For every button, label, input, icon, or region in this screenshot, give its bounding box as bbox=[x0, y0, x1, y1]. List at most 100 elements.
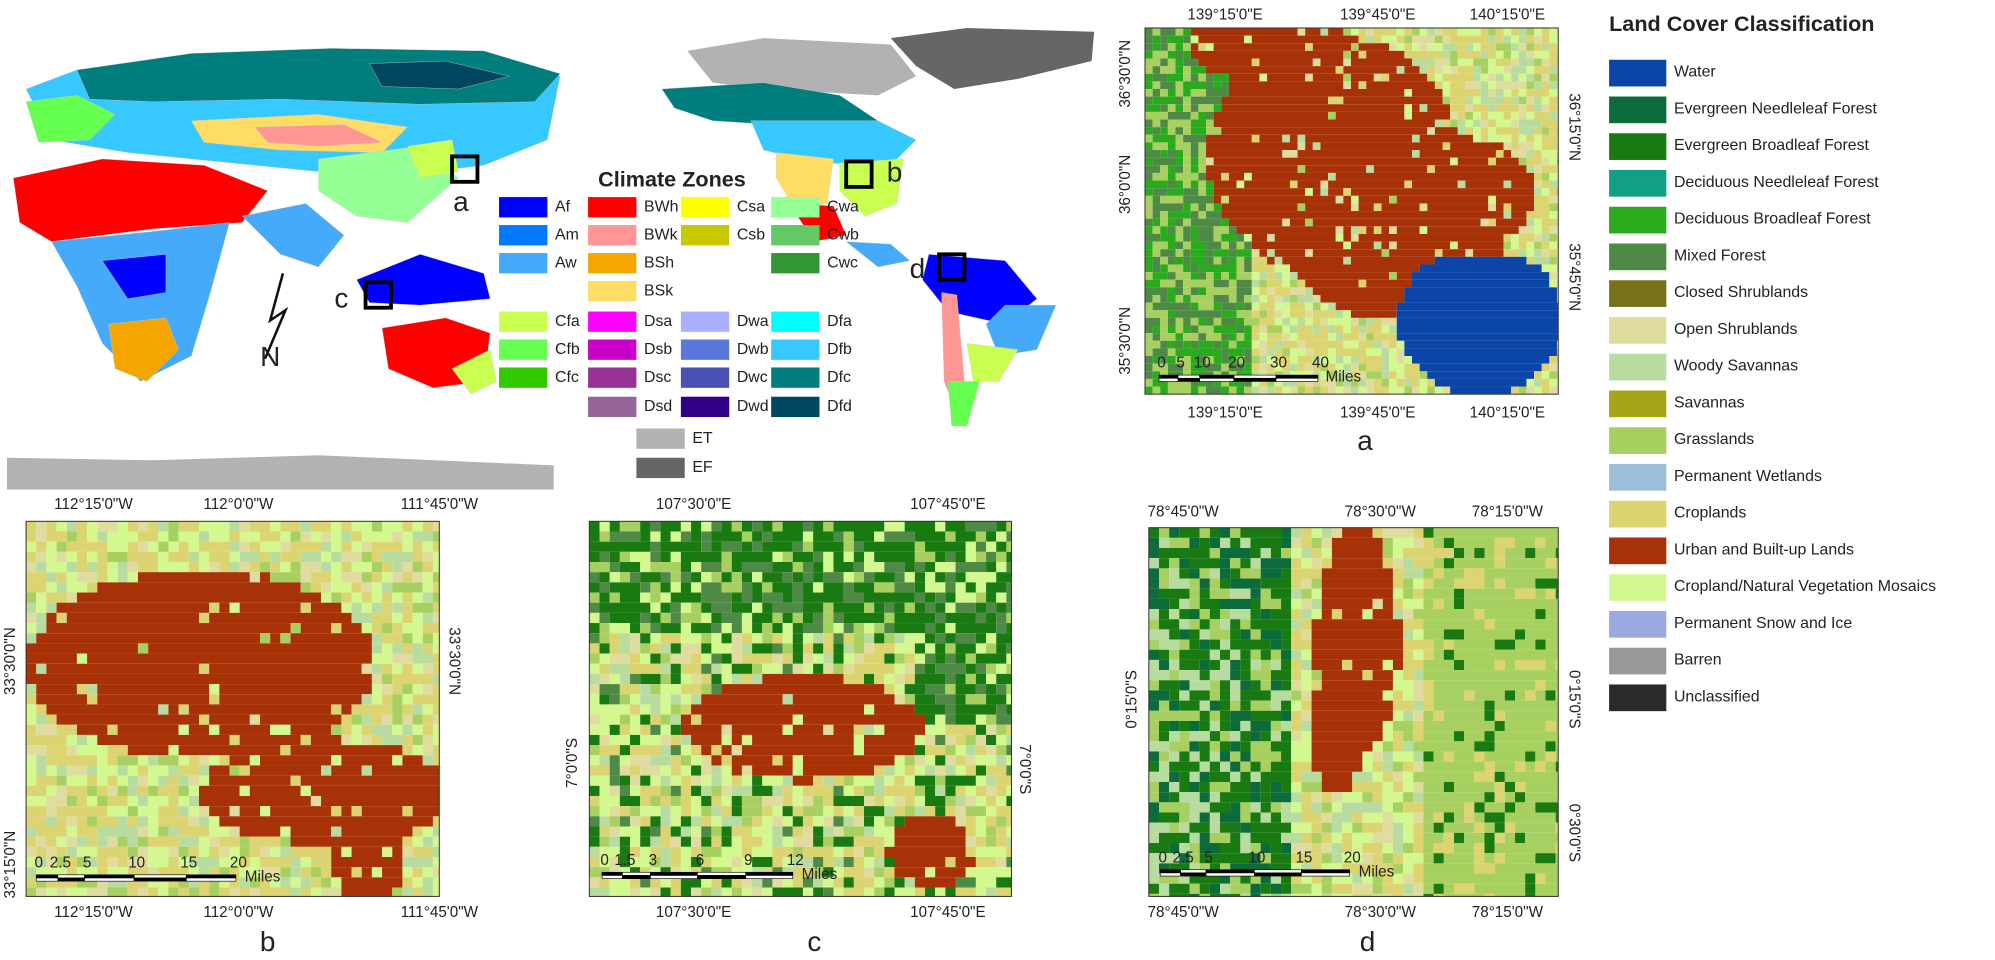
land-cell bbox=[402, 643, 413, 654]
land-cell bbox=[1545, 639, 1559, 650]
land-cell bbox=[219, 684, 372, 695]
scale-label: 5 bbox=[83, 854, 91, 871]
land-cell bbox=[1270, 873, 1282, 884]
land-cell bbox=[392, 582, 423, 593]
land-cell bbox=[731, 785, 753, 796]
land-cell bbox=[432, 684, 440, 695]
scale-label: 15 bbox=[1295, 849, 1312, 866]
land-cell bbox=[843, 653, 854, 664]
land-cell bbox=[229, 867, 240, 878]
land-cell bbox=[894, 775, 905, 786]
land-cell bbox=[1259, 134, 1283, 143]
land-cell bbox=[1511, 119, 1519, 128]
land-cell bbox=[1343, 233, 1351, 242]
land-cell bbox=[975, 795, 987, 807]
land-cell bbox=[1488, 127, 1496, 135]
land-cell bbox=[1474, 771, 1495, 782]
land-cell bbox=[1362, 812, 1383, 823]
land-cell bbox=[1301, 792, 1312, 803]
land-cell bbox=[56, 836, 67, 847]
legend-label: Aw bbox=[555, 254, 577, 271]
land-cell bbox=[1250, 731, 1261, 742]
land-cell bbox=[1006, 826, 1012, 837]
land-cell bbox=[955, 785, 966, 796]
land-cell bbox=[863, 541, 915, 552]
scale-label: 6 bbox=[696, 852, 704, 869]
land-cell bbox=[741, 775, 753, 786]
land-cell bbox=[640, 643, 651, 654]
land-cell bbox=[1189, 690, 1210, 701]
land-cell bbox=[1167, 111, 1191, 120]
land-cell bbox=[589, 673, 600, 685]
land-cell bbox=[1179, 792, 1200, 803]
land-cell bbox=[1213, 81, 1222, 90]
land-cell bbox=[1291, 751, 1312, 762]
land-cell bbox=[1220, 792, 1251, 803]
land-cell bbox=[36, 704, 47, 715]
land-cell bbox=[341, 755, 393, 766]
land-cell bbox=[996, 643, 1007, 654]
land-cell bbox=[1291, 568, 1322, 579]
land-cell bbox=[1199, 792, 1210, 803]
land-cell bbox=[1213, 249, 1229, 257]
land-cell bbox=[1525, 548, 1536, 559]
land-cell bbox=[1328, 302, 1336, 311]
land-cell bbox=[1434, 27, 1443, 36]
land-cell bbox=[260, 867, 281, 878]
land-cell bbox=[382, 663, 393, 674]
land-cell bbox=[1549, 256, 1557, 265]
land-cell bbox=[1372, 527, 1383, 538]
land-cell bbox=[402, 724, 413, 735]
land-cell bbox=[670, 531, 681, 542]
land-cell bbox=[1179, 731, 1190, 742]
land-cell bbox=[1259, 333, 1268, 341]
land-cell bbox=[1190, 89, 1207, 97]
land-cell bbox=[1152, 157, 1176, 166]
land-cell bbox=[772, 846, 793, 858]
land-cell bbox=[1443, 598, 1454, 610]
land-cell bbox=[965, 745, 976, 756]
legend-swatch bbox=[680, 396, 730, 418]
land-cell bbox=[1291, 527, 1302, 538]
land-cell bbox=[1169, 558, 1180, 569]
scale-bar-segment bbox=[1233, 377, 1277, 382]
land-cell bbox=[650, 724, 661, 735]
land-cell bbox=[1535, 802, 1559, 813]
land-cell bbox=[650, 562, 681, 573]
land-cell bbox=[1423, 863, 1475, 874]
land-cell bbox=[1555, 843, 1559, 854]
scale-label: 10 bbox=[1248, 849, 1265, 866]
land-cell bbox=[1144, 226, 1153, 234]
land-cell bbox=[1160, 58, 1168, 67]
land-cell bbox=[741, 877, 753, 888]
land-cell bbox=[894, 694, 905, 705]
land-cell bbox=[1209, 690, 1221, 701]
scale-bar-segment bbox=[57, 874, 85, 879]
land-cell bbox=[680, 734, 692, 746]
land-cell bbox=[1220, 873, 1231, 884]
land-cell bbox=[1503, 211, 1512, 219]
land-cell bbox=[56, 785, 67, 796]
land-cell bbox=[1240, 558, 1251, 569]
land-cell bbox=[1250, 751, 1282, 762]
land-cell bbox=[1457, 157, 1489, 166]
land-cell bbox=[310, 867, 322, 878]
land-cell bbox=[1189, 832, 1200, 844]
land-cell bbox=[670, 734, 681, 746]
land-cell bbox=[986, 592, 997, 603]
land-cell bbox=[986, 612, 997, 624]
land-cell bbox=[1480, 27, 1489, 36]
land-cell bbox=[1484, 893, 1495, 897]
land-cell bbox=[1464, 548, 1475, 559]
land-cell bbox=[280, 846, 291, 858]
land-cell bbox=[721, 846, 742, 858]
land-cell bbox=[1260, 659, 1271, 671]
land-cell bbox=[239, 877, 250, 888]
land-cell bbox=[1311, 843, 1322, 854]
land-cell bbox=[660, 572, 671, 583]
land-cell bbox=[1198, 264, 1237, 273]
land-cell bbox=[209, 694, 220, 705]
land-cell bbox=[823, 643, 834, 654]
land-cell bbox=[670, 653, 692, 664]
land-cell bbox=[382, 582, 393, 593]
